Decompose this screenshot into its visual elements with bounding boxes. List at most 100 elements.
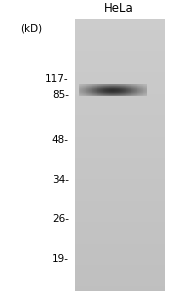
Bar xyxy=(75,215,165,216)
Bar xyxy=(100,89,101,90)
Bar xyxy=(135,89,136,90)
Bar xyxy=(107,92,108,93)
Bar xyxy=(75,188,165,190)
Bar xyxy=(103,94,105,95)
Bar xyxy=(127,95,129,96)
Bar xyxy=(107,95,108,96)
Bar xyxy=(138,92,139,93)
Bar xyxy=(84,88,85,89)
Bar xyxy=(79,92,80,93)
Bar xyxy=(142,86,143,87)
Bar xyxy=(97,93,98,94)
Bar xyxy=(131,86,133,87)
Bar xyxy=(125,89,126,90)
Bar xyxy=(86,84,87,85)
Bar xyxy=(75,172,165,173)
Bar xyxy=(83,92,84,93)
Bar xyxy=(75,151,165,152)
Bar xyxy=(106,90,107,91)
Bar xyxy=(75,82,165,83)
Bar xyxy=(75,65,165,66)
Bar xyxy=(80,92,81,93)
Bar xyxy=(89,88,90,89)
Bar xyxy=(98,92,100,93)
Bar xyxy=(97,90,98,91)
Bar xyxy=(101,87,102,88)
Bar xyxy=(122,95,123,96)
Bar xyxy=(124,89,125,90)
Bar xyxy=(90,85,91,86)
Bar xyxy=(81,94,82,95)
Bar xyxy=(90,84,91,85)
Bar xyxy=(75,61,165,62)
Bar xyxy=(105,93,106,94)
Bar xyxy=(131,95,133,96)
Bar xyxy=(116,91,117,92)
Text: (kD): (kD) xyxy=(20,23,42,33)
Bar xyxy=(143,90,145,91)
Bar xyxy=(142,86,144,87)
Bar xyxy=(108,85,110,86)
Bar xyxy=(122,84,123,85)
Bar xyxy=(75,20,165,21)
Bar xyxy=(131,88,132,89)
Bar xyxy=(113,93,114,94)
Bar xyxy=(108,94,110,95)
Bar xyxy=(115,93,116,94)
Bar xyxy=(115,95,117,96)
Bar xyxy=(134,86,135,87)
Bar xyxy=(137,95,138,96)
Bar xyxy=(132,88,134,89)
Bar xyxy=(108,93,109,94)
Bar xyxy=(86,94,87,95)
Bar xyxy=(125,93,126,94)
Bar xyxy=(139,90,140,91)
Bar xyxy=(91,86,93,87)
Bar xyxy=(113,91,114,92)
Bar xyxy=(81,85,82,86)
Bar xyxy=(79,90,80,91)
Bar xyxy=(75,175,165,176)
Bar xyxy=(104,89,105,90)
Bar xyxy=(75,50,165,52)
Bar xyxy=(120,94,121,95)
Bar xyxy=(137,89,139,90)
Bar xyxy=(86,93,87,94)
Bar xyxy=(132,85,134,86)
Bar xyxy=(87,93,88,94)
Bar xyxy=(100,85,101,86)
Bar xyxy=(75,30,165,31)
Bar xyxy=(131,85,133,86)
Bar xyxy=(75,252,165,253)
Bar xyxy=(75,132,165,133)
Bar xyxy=(133,90,134,91)
Bar xyxy=(75,137,165,139)
Bar xyxy=(80,87,81,88)
Bar xyxy=(110,90,111,91)
Bar xyxy=(115,86,117,87)
Bar xyxy=(109,87,111,88)
Bar xyxy=(143,95,145,96)
Bar xyxy=(98,90,100,91)
Bar xyxy=(115,86,116,87)
Bar xyxy=(132,94,134,95)
Bar xyxy=(83,85,84,86)
Bar xyxy=(146,85,147,86)
Bar xyxy=(145,93,146,94)
Bar xyxy=(125,94,127,95)
Bar xyxy=(117,90,118,91)
Bar xyxy=(135,92,136,93)
Bar xyxy=(106,93,107,94)
Bar xyxy=(91,89,92,90)
Bar xyxy=(112,87,113,88)
Bar xyxy=(96,94,97,95)
Bar xyxy=(130,94,131,95)
Bar xyxy=(131,94,133,95)
Bar xyxy=(94,86,95,87)
Bar xyxy=(123,92,124,93)
Bar xyxy=(97,84,99,85)
Bar xyxy=(119,95,120,96)
Bar xyxy=(113,94,114,95)
Bar xyxy=(106,88,107,89)
Bar xyxy=(138,89,139,90)
